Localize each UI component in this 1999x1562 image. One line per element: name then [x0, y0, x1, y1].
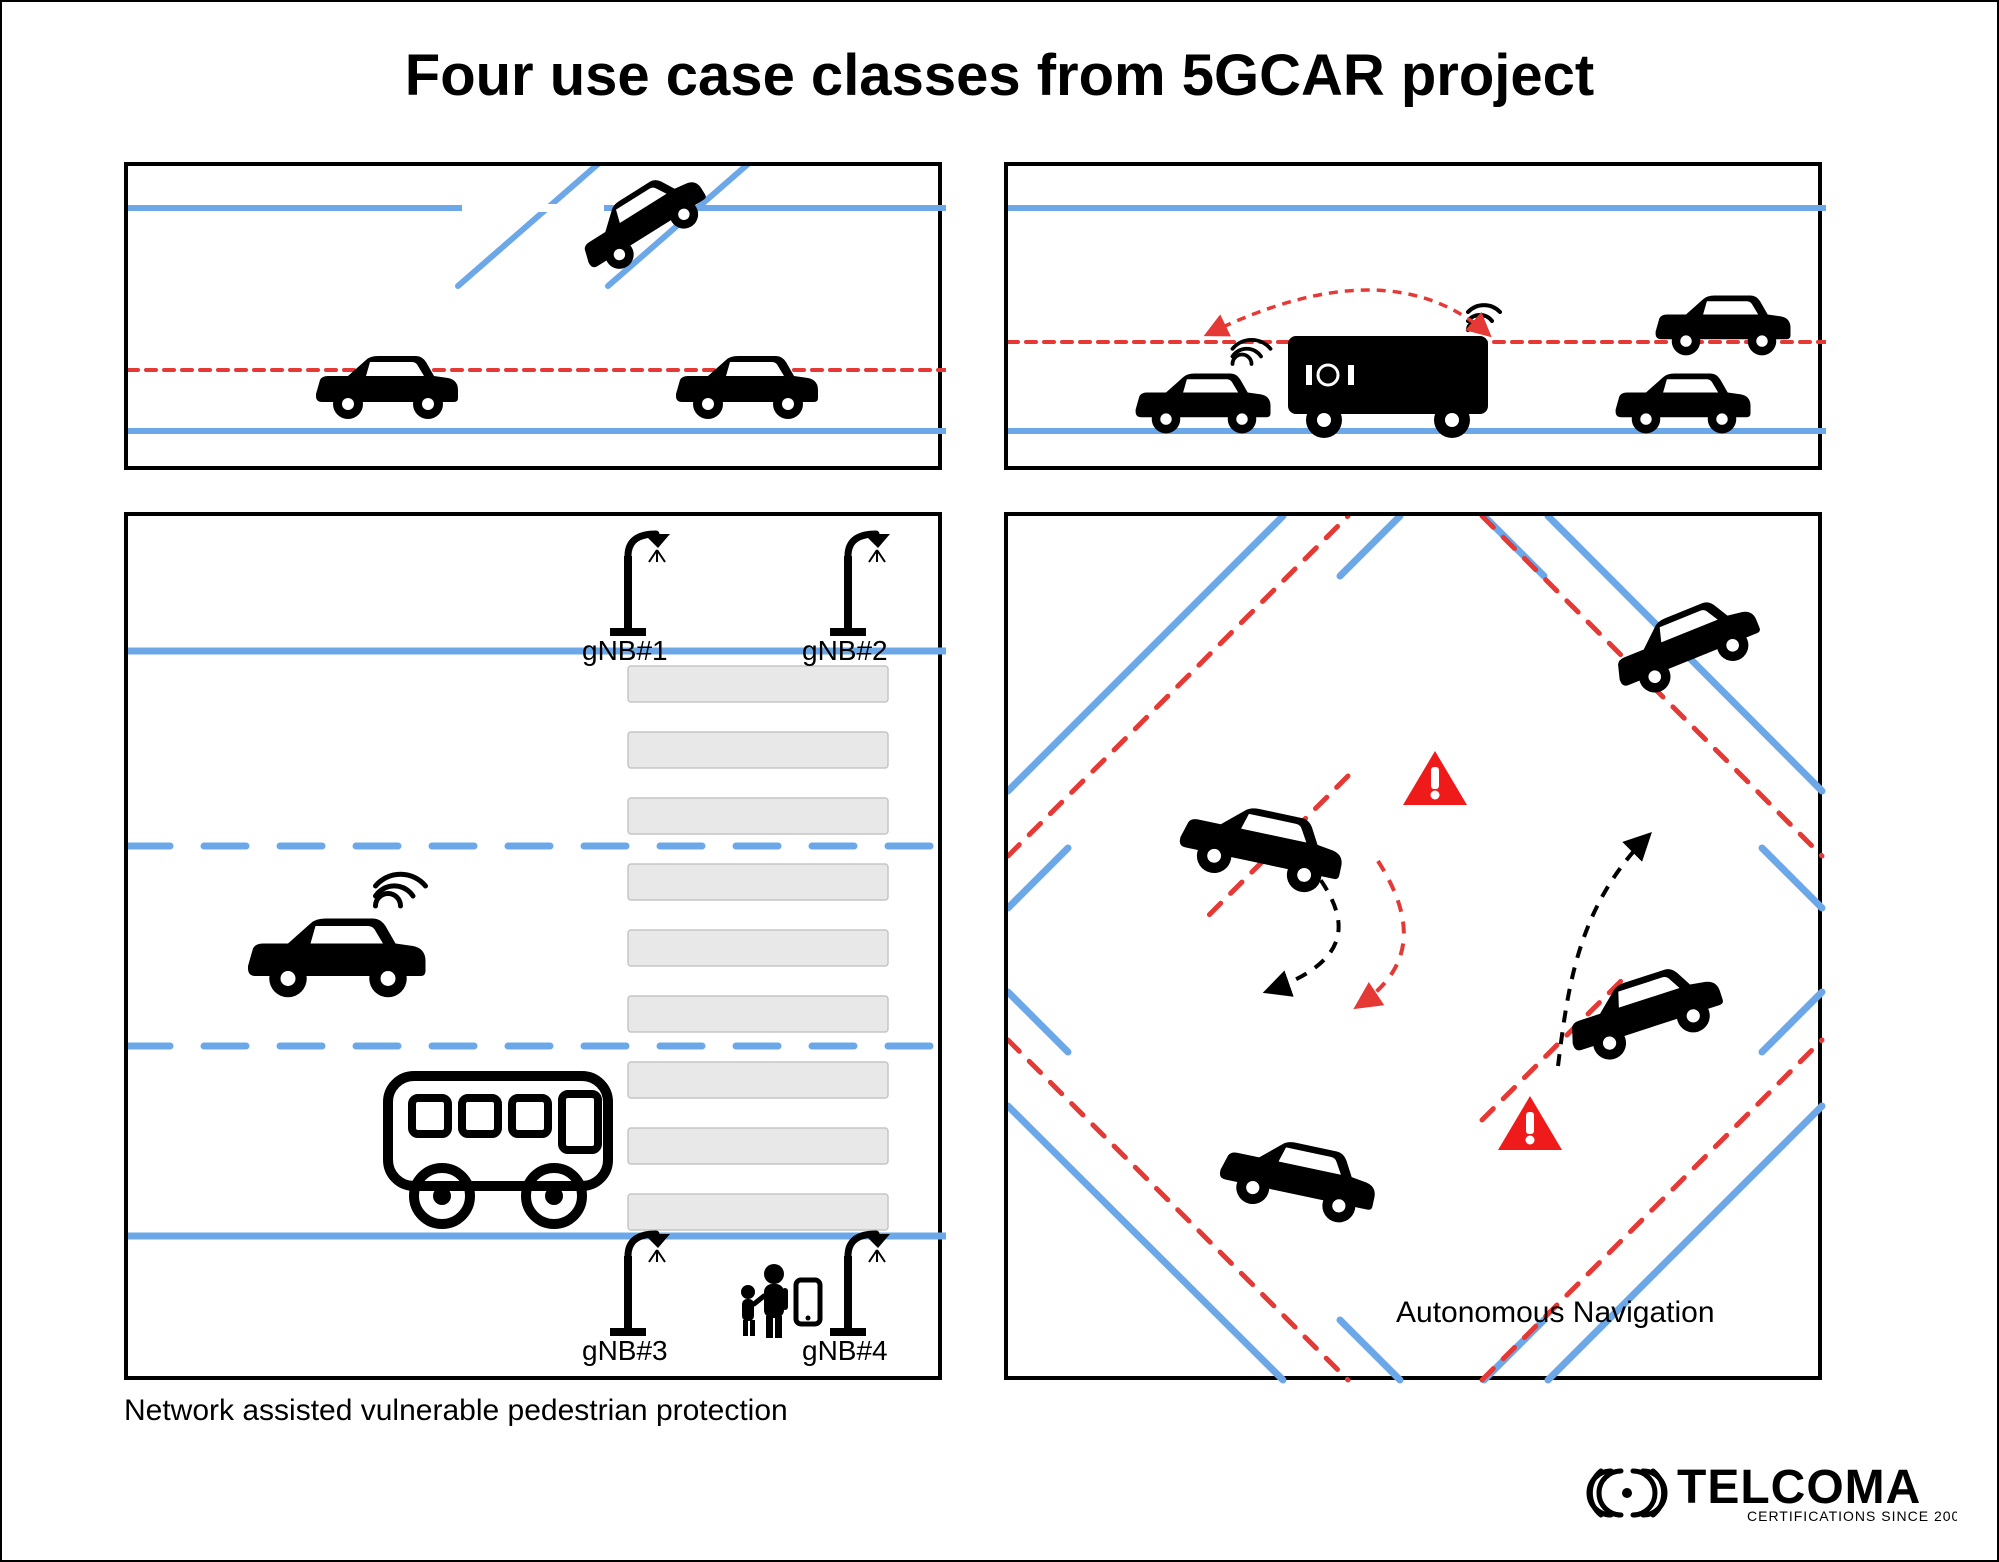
panel-see-through: [1004, 162, 1822, 470]
panel-autonomous-nav: Autonomous Navigation: [1004, 512, 1822, 1380]
diagram-lane-merge: [128, 166, 946, 474]
caption-pedestrian: Network assisted vulnerable pedestrian p…: [124, 1394, 788, 1428]
panel-lane-merge: [124, 162, 942, 470]
telcoma-logo: TELCOMACERTIFICATIONS SINCE 2009: [1577, 1455, 1957, 1540]
telcoma-logo-svg: TELCOMACERTIFICATIONS SINCE 2009: [1577, 1455, 1957, 1535]
caption-autonomous-nav: Autonomous Navigation: [1396, 1296, 1715, 1330]
svg-text:CERTIFICATIONS SINCE 2009: CERTIFICATIONS SINCE 2009: [1747, 1508, 1957, 1524]
svg-text:gNB#4: gNB#4: [802, 1335, 888, 1366]
panel-pedestrian-protection: gNB#1 gNB#2 gNB#3 gNB#4: [124, 512, 942, 1380]
svg-text:gNB#1: gNB#1: [582, 635, 668, 666]
page-title: Four use case classes from 5GCAR project: [2, 42, 1997, 109]
diagram-pedestrian-protection: gNB#1 gNB#2 gNB#3 gNB#4: [128, 516, 946, 1384]
svg-text:gNB#3: gNB#3: [582, 1335, 668, 1366]
diagram-autonomous-nav: [1008, 516, 1826, 1384]
svg-text:TELCOMA: TELCOMA: [1677, 1461, 1921, 1514]
svg-text:gNB#2: gNB#2: [802, 635, 888, 666]
diagram-see-through: [1008, 166, 1826, 474]
page-root: Four use case classes from 5GCAR project…: [0, 0, 1999, 1562]
